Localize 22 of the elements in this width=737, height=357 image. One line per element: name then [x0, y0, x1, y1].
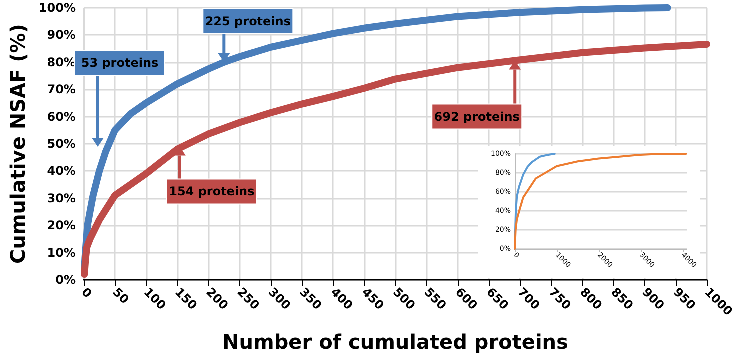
- y-tick-label: 100%: [38, 1, 76, 15]
- x-axis-title: Number of cumulated proteins: [222, 330, 568, 354]
- annotation: 154 proteins: [169, 184, 255, 199]
- y-tick-label: 80%: [47, 55, 76, 70]
- y-axis-title: Cumulative NSAF (%): [6, 24, 30, 264]
- y-tick-label: 10%: [47, 246, 76, 260]
- y-tick-label: 20%: [47, 218, 76, 233]
- x-tick-label: 50: [110, 285, 132, 307]
- annotation: 692 proteins: [434, 110, 520, 124]
- x-tick-label: 450: [359, 285, 387, 313]
- y-tick-label: 90%: [47, 28, 76, 42]
- x-tick-label: 0: [79, 285, 95, 301]
- y-tick-label: 70%: [47, 82, 76, 97]
- y-tick-label: 50%: [47, 137, 76, 151]
- line-series: [514, 153, 688, 250]
- y-tick-label: 30%: [47, 191, 76, 206]
- annotation: 53 proteins: [81, 56, 159, 70]
- y-tick-label: 0%: [56, 273, 76, 287]
- y-tick-label: 40%: [47, 164, 76, 178]
- annotation: 225 proteins: [205, 14, 291, 28]
- y-tick-label: 60%: [47, 110, 76, 124]
- x-tick-label: 400: [328, 285, 356, 313]
